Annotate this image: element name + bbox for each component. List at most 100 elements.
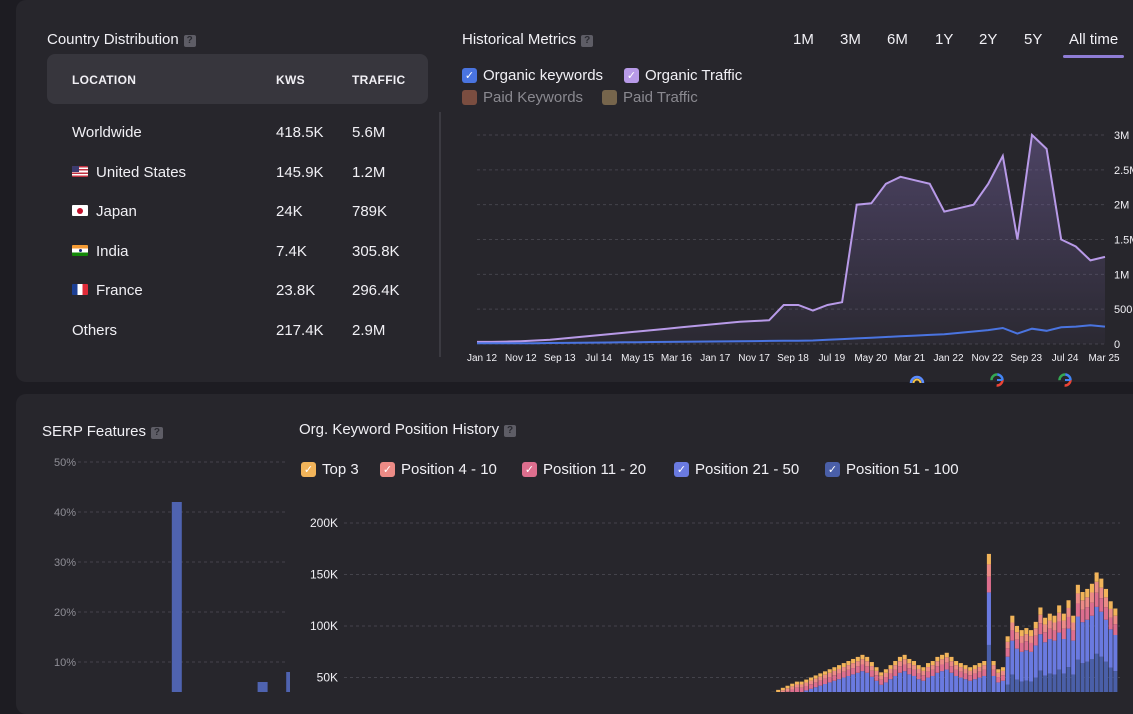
- help-icon[interactable]: ?: [184, 35, 196, 47]
- legend-paid-keywords[interactable]: Paid Keywords: [462, 89, 583, 106]
- legend-position-51-100[interactable]: ✓Position 51 - 100: [825, 461, 959, 478]
- country-name[interactable]: United States: [96, 164, 186, 181]
- position-bar-segment: [832, 681, 836, 692]
- country-name[interactable]: India: [96, 243, 129, 260]
- legend-position-11-20-label: Position 11 - 20: [543, 461, 646, 478]
- position-bar-segment: [987, 554, 991, 565]
- timeframe-all-time[interactable]: All time: [1069, 31, 1118, 48]
- position-bar-segment: [1038, 607, 1042, 614]
- position-bar-segment: [912, 676, 916, 692]
- position-bar-segment: [1071, 641, 1075, 675]
- country-name[interactable]: France: [96, 282, 143, 299]
- help-icon[interactable]: ?: [151, 427, 163, 439]
- checkbox-checked-icon[interactable]: ✓: [301, 462, 316, 477]
- position-bar-segment: [1071, 675, 1075, 692]
- position-bar-segment: [921, 667, 925, 671]
- position-bar-segment: [1043, 642, 1047, 675]
- position-bar-segment: [1010, 675, 1014, 692]
- legend-organic-keywords[interactable]: ✓Organic keywords: [462, 67, 603, 84]
- country-name[interactable]: Worldwide: [72, 124, 142, 141]
- position-bar-segment: [846, 665, 850, 670]
- position-bar-segment: [1099, 598, 1103, 612]
- position-bar-segment: [1024, 634, 1028, 641]
- position-bar-segment: [917, 669, 921, 673]
- position-bar-segment: [884, 677, 888, 682]
- position-bar-segment: [1052, 616, 1056, 623]
- position-bar-segment: [1109, 601, 1113, 609]
- y-tick-label: 40%: [54, 507, 76, 519]
- legend-position-4-10-label: Position 4 - 10: [401, 461, 497, 478]
- timeframe-3m[interactable]: 3M: [840, 31, 861, 48]
- legend-top3[interactable]: ✓Top 3: [301, 461, 359, 478]
- position-bar-segment: [795, 682, 799, 685]
- y-tick-label: 10%: [54, 657, 76, 669]
- checkbox-checked-icon[interactable]: ✓: [624, 68, 639, 83]
- position-bar-segment: [860, 655, 864, 659]
- position-bar-segment: [884, 669, 888, 673]
- checkbox-unchecked-icon[interactable]: [602, 90, 617, 105]
- checkbox-checked-icon[interactable]: ✓: [825, 462, 840, 477]
- position-bar-segment: [898, 673, 902, 692]
- position-bar-segment: [781, 688, 785, 690]
- position-bar-segment: [809, 684, 813, 689]
- position-bar-segment: [889, 665, 893, 669]
- checkbox-checked-icon[interactable]: ✓: [522, 462, 537, 477]
- y-tick-label: 50K: [317, 671, 338, 685]
- position-bar-segment: [1015, 680, 1019, 692]
- help-icon[interactable]: ?: [581, 35, 593, 47]
- country-name[interactable]: Others: [72, 322, 117, 339]
- column-header-location[interactable]: LOCATION: [72, 73, 136, 87]
- help-icon[interactable]: ?: [504, 425, 516, 437]
- country-name[interactable]: Japan: [96, 203, 137, 220]
- timeframe-6m[interactable]: 6M: [887, 31, 908, 48]
- legend-position-11-20[interactable]: ✓ Position 11 - 20: [522, 461, 646, 478]
- position-bar-segment: [1020, 682, 1024, 692]
- position-bar-segment: [851, 663, 855, 668]
- checkbox-unchecked-icon[interactable]: [462, 90, 477, 105]
- position-bar-segment: [800, 684, 804, 687]
- timeframe-1y[interactable]: 1Y: [935, 31, 953, 48]
- position-bar-segment: [912, 665, 916, 670]
- legend-organic-traffic[interactable]: ✓Organic Traffic: [624, 67, 742, 84]
- position-bar-segment: [1104, 662, 1108, 692]
- timeframe-5y[interactable]: 5Y: [1024, 31, 1042, 48]
- checkbox-checked-icon[interactable]: ✓: [462, 68, 477, 83]
- position-bar-segment: [898, 666, 902, 672]
- timeframe-1m[interactable]: 1M: [793, 31, 814, 48]
- y-tick-label: 1.5M: [1114, 235, 1133, 247]
- legend-paid-traffic[interactable]: Paid Traffic: [602, 89, 698, 106]
- position-bar-segment: [1052, 630, 1056, 640]
- position-bar-segment: [1104, 589, 1108, 597]
- position-bar-segment: [1015, 626, 1019, 632]
- serp-features-chart[interactable]: 10%20%30%40%50%: [36, 450, 290, 692]
- column-header-traffic[interactable]: TRAFFIC: [352, 73, 405, 87]
- checkbox-checked-icon[interactable]: ✓: [380, 462, 395, 477]
- position-bar-segment: [982, 676, 986, 692]
- position-bar-segment: [1109, 618, 1113, 629]
- checkbox-checked-icon[interactable]: ✓: [674, 462, 689, 477]
- legend-position-21-50[interactable]: ✓Position 21 - 50: [674, 461, 799, 478]
- position-bar-segment: [893, 665, 897, 670]
- timeframe-2y[interactable]: 2Y: [979, 31, 997, 48]
- position-bar-segment: [1099, 657, 1103, 692]
- position-bar-segment: [1085, 607, 1089, 620]
- position-bar-segment: [959, 663, 963, 667]
- legend-position-4-10[interactable]: ✓ Position 4 - 10: [380, 461, 497, 478]
- position-bar-segment: [893, 661, 897, 665]
- position-bar-segment: [935, 657, 939, 661]
- column-header-kws[interactable]: KWS: [276, 73, 305, 87]
- position-bar-segment: [1081, 622, 1085, 663]
- position-bar-segment: [1048, 639, 1052, 674]
- position-bar-segment: [837, 669, 841, 673]
- position-bar-segment: [996, 669, 1000, 673]
- position-bar-segment: [945, 663, 949, 670]
- position-bar-segment: [851, 659, 855, 663]
